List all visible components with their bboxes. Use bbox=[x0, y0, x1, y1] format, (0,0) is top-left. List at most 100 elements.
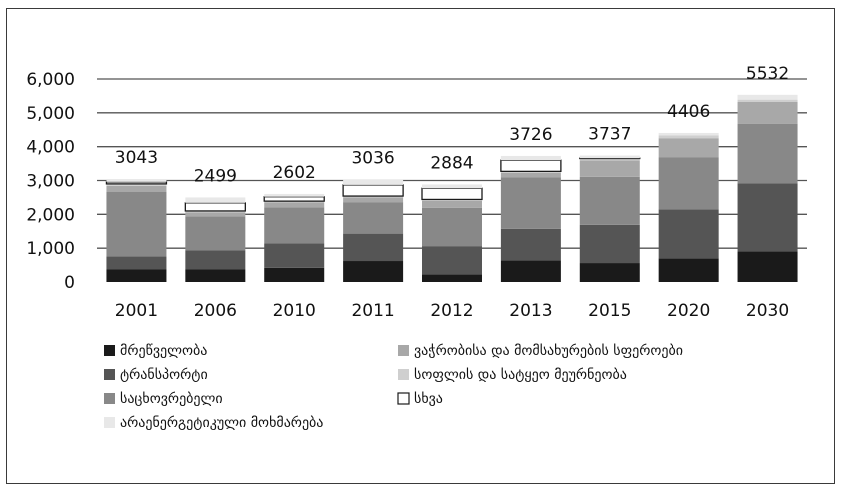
bar-segment bbox=[500, 228, 561, 261]
bar-segment bbox=[579, 263, 640, 282]
bar-segment bbox=[422, 199, 482, 201]
legend-label: არაენერგეტიკული მოხმარება bbox=[120, 414, 323, 431]
legend-swatch bbox=[104, 417, 115, 428]
bar-segment bbox=[658, 132, 719, 136]
bar-segment bbox=[579, 224, 640, 264]
bar-segment bbox=[737, 102, 798, 124]
bar-segment bbox=[737, 94, 798, 100]
y-tick-label: 2,000 bbox=[26, 205, 75, 225]
bar-segment bbox=[422, 274, 482, 282]
x-tick-label: 2006 bbox=[194, 301, 237, 321]
bar-segment bbox=[422, 184, 482, 189]
y-tick-label: 5,000 bbox=[26, 104, 75, 124]
bar-total-label: 4406 bbox=[667, 102, 710, 122]
legend-label: ვაჭრობისა და მომსახურების სფეროები bbox=[414, 342, 683, 359]
legend-label: ტრანსპორტი bbox=[120, 366, 208, 383]
bar-segment bbox=[737, 251, 798, 282]
bar-total-label: 3036 bbox=[351, 148, 394, 168]
bar-segment bbox=[184, 202, 246, 212]
x-tick-label: 2020 bbox=[667, 301, 710, 321]
bar-segment bbox=[579, 160, 640, 177]
bar-segment bbox=[264, 207, 325, 244]
x-tick-label: 2011 bbox=[351, 301, 394, 321]
bar-total-label: 5532 bbox=[746, 64, 789, 84]
bar-total-label: 3737 bbox=[588, 125, 631, 145]
bar-segment bbox=[421, 187, 483, 201]
y-tick-label: 6,000 bbox=[26, 70, 75, 90]
total-labels: 3043 2499 2602 3036 2884 3726 3737 4406 5532 bbox=[115, 64, 789, 187]
y-tick-label: 3,000 bbox=[26, 172, 75, 192]
bar-segment bbox=[264, 202, 325, 208]
bar-segment bbox=[737, 183, 798, 252]
bar-segment bbox=[106, 185, 167, 193]
legend-swatch bbox=[398, 345, 409, 356]
bar-segment bbox=[500, 172, 561, 178]
bar-total-label: 2499 bbox=[194, 166, 237, 186]
bar-segment bbox=[264, 193, 325, 197]
bar-segment bbox=[579, 176, 640, 225]
bar-segment bbox=[106, 179, 167, 182]
legend: მრეწველობა ტრანსპორტი საცხოვრებელი არაენერგ… bbox=[104, 342, 683, 431]
bar-segment bbox=[658, 138, 719, 158]
bar-total-label: 2602 bbox=[273, 163, 316, 183]
bar-segment bbox=[185, 269, 246, 282]
bar-segment bbox=[500, 260, 561, 282]
legend-label: სოფლის და სატყეო მეურნეობა bbox=[414, 366, 627, 383]
bar-segment bbox=[343, 196, 404, 198]
legend-swatch bbox=[104, 345, 115, 356]
bar-segment bbox=[185, 212, 246, 217]
legend-label: მრეწველობა bbox=[120, 342, 207, 359]
bar-segment bbox=[343, 202, 404, 234]
bar-total-label: 3043 bbox=[115, 148, 158, 168]
bar-segment bbox=[658, 157, 719, 210]
bar-segment bbox=[422, 207, 482, 247]
bar-segment bbox=[343, 233, 404, 262]
x-tick-label: 2001 bbox=[115, 301, 158, 321]
bar-segment bbox=[106, 269, 167, 282]
legend-label: საცხოვრებელი bbox=[120, 390, 223, 407]
bars bbox=[105, 94, 798, 282]
bar-segment bbox=[342, 184, 404, 197]
bar-segment bbox=[185, 197, 246, 203]
x-tick-label: 2013 bbox=[509, 301, 552, 321]
bar-segment bbox=[185, 210, 246, 213]
bar-segment bbox=[422, 200, 482, 208]
legend-swatch bbox=[398, 369, 409, 380]
bar-segment bbox=[105, 181, 168, 185]
legend-swatch bbox=[104, 369, 115, 380]
x-tick-label: 2015 bbox=[588, 301, 631, 321]
bar-segment bbox=[343, 179, 404, 185]
bar-total-label: 2884 bbox=[430, 153, 473, 173]
bar-segment bbox=[579, 158, 640, 161]
x-axis-labels: 2001 2006 2010 2011 2012 2013 2015 2020 2030 bbox=[115, 301, 789, 321]
bar-segment bbox=[264, 243, 325, 268]
x-tick-label: 2010 bbox=[273, 301, 316, 321]
x-tick-label: 2012 bbox=[430, 301, 473, 321]
bar-segment bbox=[658, 209, 719, 259]
bar-segment bbox=[106, 192, 167, 257]
bar-segment bbox=[264, 201, 325, 203]
bar-segment bbox=[737, 123, 798, 184]
bar-segment bbox=[737, 99, 798, 103]
bar-segment bbox=[343, 261, 404, 282]
bar-segment bbox=[658, 135, 719, 139]
legend-label: სხვა bbox=[414, 391, 443, 407]
bar-segment bbox=[500, 155, 561, 161]
bar-segment bbox=[579, 155, 640, 159]
bar-segment bbox=[264, 267, 325, 282]
bar-segment bbox=[263, 196, 325, 202]
y-tick-label: 4,000 bbox=[26, 138, 75, 158]
y-axis-ticks: 0 1,000 2,000 3,000 4,000 5,000 6,000 bbox=[26, 70, 75, 293]
bar-segment bbox=[500, 171, 561, 173]
bar-segment bbox=[343, 197, 404, 203]
y-tick-label: 0 bbox=[64, 273, 75, 293]
legend-swatch bbox=[104, 393, 115, 404]
bar-segment bbox=[185, 216, 246, 251]
bar-segment bbox=[500, 177, 561, 229]
bar-segment bbox=[658, 258, 719, 282]
bar-total-label: 3726 bbox=[509, 125, 552, 145]
bar-segment bbox=[422, 246, 482, 275]
bar-segment bbox=[106, 256, 167, 270]
bar-segment bbox=[500, 159, 562, 173]
